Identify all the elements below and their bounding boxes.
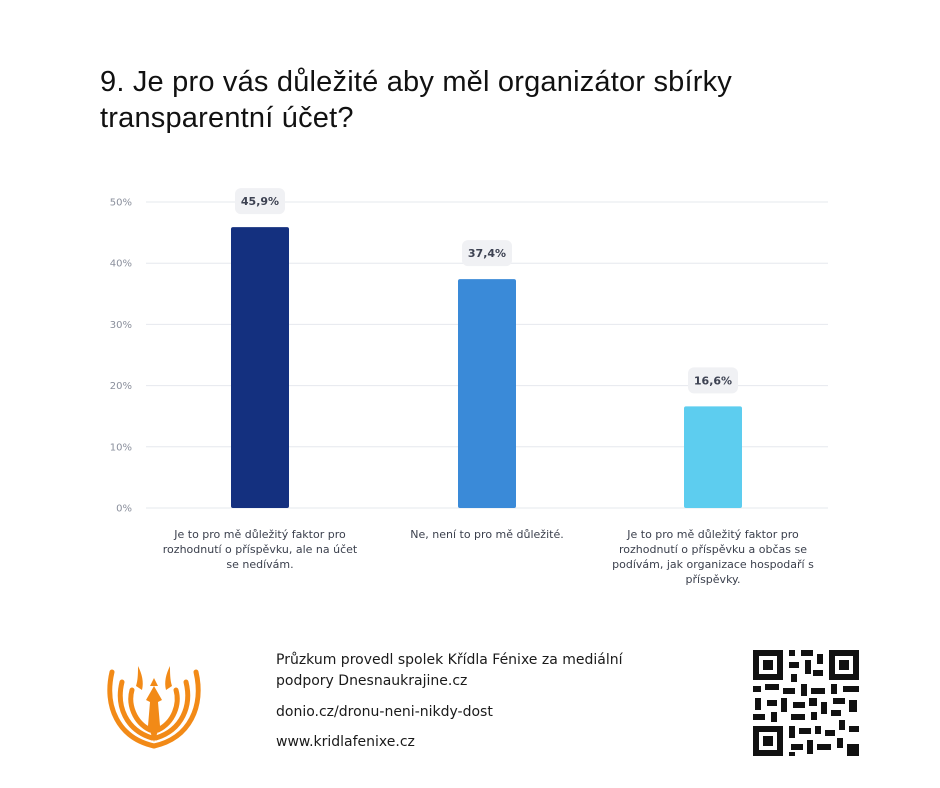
x-category-label: Je to pro mě důležitý faktor pro rozhodn… (612, 528, 814, 586)
donio-link[interactable]: donio.cz/dronu-neni-nikdy-dost (276, 704, 493, 720)
bar-chart: 0% 10% 20% 30% 40% 50% 45,9% 37,4% 16,6% (110, 188, 828, 515)
data-label-badge (235, 188, 285, 215)
data-label-badge (688, 367, 738, 394)
x-category-label: Ne, není to pro mě důležité. (410, 528, 564, 541)
bar (684, 406, 742, 508)
qr-code-icon (751, 648, 861, 758)
y-tick-label: 50% (110, 198, 132, 209)
chart-title: 9. Je pro vás důležité aby měl organizát… (100, 66, 732, 134)
footer-credit: Průzkum provedl spolek Křídla Fénixe za … (276, 650, 623, 692)
data-label: 45,9% (241, 195, 279, 208)
y-tick-label: 30% (110, 320, 132, 331)
data-label: 37,4% (468, 247, 506, 260)
bar (231, 227, 289, 509)
y-tick-label: 10% (110, 442, 132, 453)
y-tick-label: 20% (110, 381, 132, 392)
website-link[interactable]: www.kridlafenixe.cz (276, 734, 415, 750)
data-label: 16,6% (694, 374, 732, 387)
data-label-badge (462, 240, 512, 267)
x-category-label: Je to pro mě důležitý faktor pro rozhodn… (162, 528, 358, 571)
bar (458, 279, 516, 508)
footer-credit-line-1: Průzkum provedl spolek Křídla Fénixe za … (276, 652, 623, 668)
footer-credit-line-2: podpory Dnesnaukrajine.cz (276, 673, 468, 689)
y-tick-label: 40% (110, 259, 132, 270)
y-tick-label: 0% (116, 504, 132, 515)
phoenix-logo-icon (107, 666, 201, 749)
